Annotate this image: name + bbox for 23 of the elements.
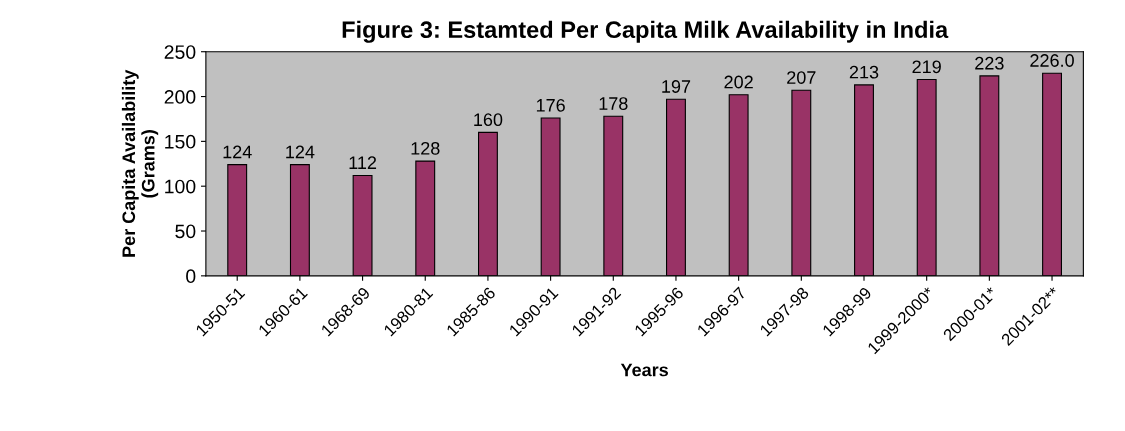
y-tick-label: 200 — [164, 90, 196, 104]
data-label: 124 — [223, 145, 252, 159]
data-label: 128 — [411, 141, 440, 155]
chart-title: Figure 3: Estamted Per Capita Milk Availability in India — [342, 20, 949, 43]
data-label: 219 — [912, 60, 941, 74]
data-label: 213 — [849, 65, 879, 79]
data-label: 160 — [474, 113, 503, 127]
y-axis-title: Per Capita Availability (Grams) — [121, 69, 159, 257]
data-label: 207 — [787, 71, 816, 84]
data-label: 124 — [286, 145, 315, 159]
data-label: 112 — [349, 156, 377, 169]
y-tick-label: 100 — [165, 179, 196, 194]
x-axis-title: Years — [620, 363, 668, 377]
y-tick-label: 0 — [186, 269, 196, 284]
y-tick-label: 250 — [164, 45, 196, 59]
y-tick-label: 50 — [175, 224, 196, 239]
data-label: 202 — [724, 75, 753, 89]
y-tick-label: 150 — [165, 134, 196, 149]
data-label: 178 — [599, 97, 628, 110]
data-label: 197 — [662, 80, 691, 93]
data-label: 226.0 — [1030, 54, 1074, 67]
data-label: 223 — [975, 56, 1004, 70]
data-label: 176 — [536, 98, 565, 112]
